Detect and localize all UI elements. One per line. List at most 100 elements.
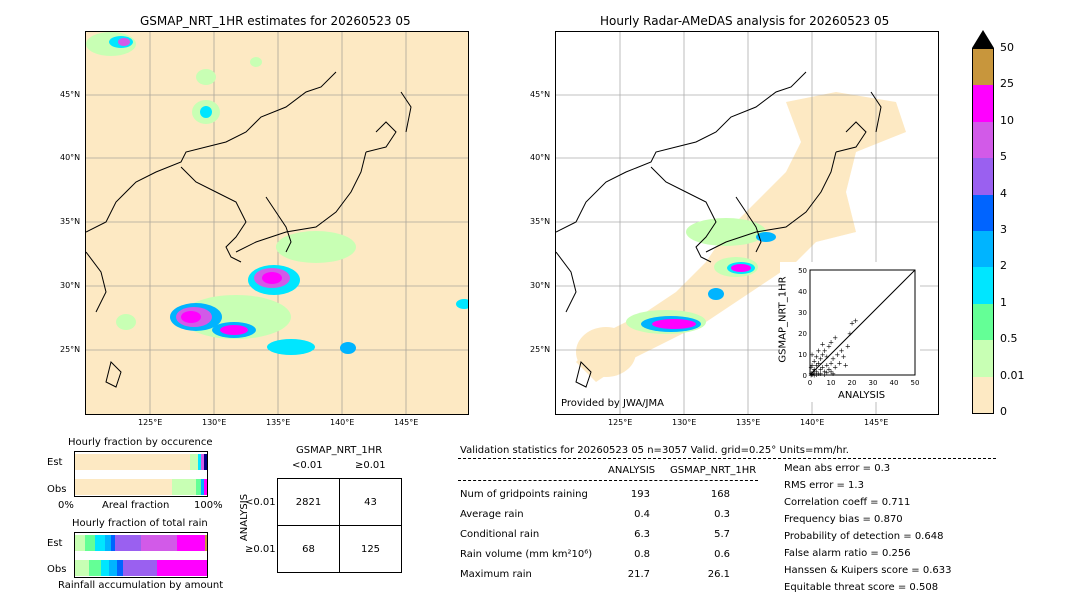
colorbar-label: 50	[1000, 41, 1014, 54]
occurrence-est-bar-mod	[198, 454, 201, 470]
scatter-point: +	[824, 369, 830, 377]
scatter-point: +	[822, 371, 828, 379]
totalrain-est-label: Est	[47, 538, 63, 549]
scatter-point: +	[808, 371, 814, 379]
scatter-xlabel: ANALYSIS	[838, 390, 886, 401]
scatter-xtick: 0	[808, 379, 812, 387]
colorbar-label: 25	[1000, 77, 1014, 91]
scatter-point: +	[847, 330, 853, 338]
scatter-point: +	[811, 372, 817, 380]
colorbar-label: 0	[1000, 405, 1007, 418]
contingency-value-11: 125	[360, 544, 381, 555]
scatter-point: +	[845, 343, 851, 351]
occurrence-xlabel: Areal fraction	[102, 500, 170, 511]
scatter-point: +	[810, 368, 816, 376]
scatter-xtick: 30	[869, 379, 878, 387]
right-map-title: Hourly Radar-AMeDAS analysis for 2026052…	[600, 14, 890, 28]
totalrain-chart	[74, 532, 208, 578]
scatter-point: +	[836, 359, 842, 367]
totalrain-obs-seg-4	[109, 560, 117, 576]
totalrain-obs-seg-1	[75, 560, 89, 576]
validation-row-gsmap-2: 5.7	[714, 529, 730, 540]
scatter-point: +	[815, 370, 821, 378]
validation-row-analysis-1: 0.4	[634, 509, 650, 520]
totalrain-est-seg-3	[95, 535, 105, 551]
scatter-point: +	[824, 353, 830, 361]
scatter-point: +	[811, 366, 817, 374]
validation-row-label-2: Conditional rain	[460, 529, 540, 540]
colorbar	[972, 48, 994, 414]
colorbar-label: 0.5	[1000, 332, 1018, 346]
contingency-cell-01: 43	[339, 478, 402, 526]
occurrence-est-bar-light	[190, 454, 198, 470]
occurrence-title: Hourly fraction by occurence	[68, 437, 213, 448]
colorbar-segment	[973, 340, 993, 378]
scatter-point: +	[839, 347, 845, 355]
scatter-point: +	[826, 343, 832, 351]
scatter-point: +	[849, 320, 855, 328]
totalrain-est-seg-8	[177, 535, 205, 551]
validation-row-gsmap-4: 26.1	[707, 569, 730, 580]
validation-row-gsmap-0: 168	[710, 489, 730, 500]
score-7: Equitable threat score = 0.508	[784, 582, 939, 593]
scatter-point: +	[811, 370, 817, 378]
totalrain-est-seg-7	[141, 535, 177, 551]
score-3: Frequency bias = 0.870	[784, 514, 903, 525]
score-1: RMS error = 1.3	[784, 480, 864, 491]
occurrence-tick-100: 100%	[194, 500, 223, 511]
colorbar-label: 10	[1000, 113, 1014, 127]
scatter-point: +	[822, 368, 828, 376]
occurrence-est-bar-dry	[75, 454, 190, 470]
colorbar-label: 0.01	[1000, 368, 1025, 382]
contingency-row-label-1: ≥0.01	[245, 544, 276, 555]
totalrain-obs-seg-6	[123, 560, 157, 576]
scatter-diagonal	[809, 269, 916, 376]
left-lat-label-45: 45°N	[60, 90, 81, 99]
scatter-point: +	[813, 362, 819, 370]
scatter-point: +	[808, 364, 814, 372]
colorbar-segment	[973, 121, 993, 159]
scatter-ytick: 40	[798, 288, 807, 296]
scatter-xtick: 50	[911, 379, 920, 387]
totalrain-est-seg-9	[205, 535, 207, 551]
colorbar-label: 1	[1000, 295, 1007, 309]
colorbar-segment	[973, 303, 993, 341]
scatter-point: +	[832, 364, 838, 372]
right-lat-label-30: 30°N	[530, 281, 551, 290]
totalrain-obs-seg-5	[117, 560, 123, 576]
scatter-xtick: 20	[848, 379, 857, 387]
totalrain-xlabel: Rainfall accumulation by amount	[58, 580, 224, 591]
scatter-point: +	[820, 364, 826, 372]
scatter-xtick: 10	[827, 379, 836, 387]
occurrence-chart	[74, 451, 208, 497]
colorbar-segment	[973, 231, 993, 268]
left-map	[85, 31, 469, 415]
scatter-point: +	[809, 362, 815, 370]
totalrain-obs-seg-2	[89, 560, 101, 576]
validation-row-gsmap-1: 0.3	[714, 509, 730, 520]
occurrence-est-bar-extreme	[204, 454, 207, 470]
colorbar-segment	[973, 49, 993, 86]
occurrence-tick-0: 0%	[58, 500, 74, 511]
left-lat-label-35: 35°N	[60, 217, 81, 226]
scatter-point: +	[820, 341, 826, 349]
validation-row-analysis-4: 21.7	[627, 569, 650, 580]
validation-row-analysis-2: 6.3	[634, 529, 650, 540]
right-lon-label-145: 145°E	[864, 418, 889, 427]
right-lon-label-135: 135°E	[736, 418, 761, 427]
colorbar-segment	[973, 376, 993, 414]
colorbar-segment	[973, 267, 993, 305]
left-lon-label-135: 135°E	[266, 418, 291, 427]
right-lat-label-40: 40°N	[530, 153, 551, 162]
contingency-col-label-1: ≥0.01	[355, 460, 386, 471]
contingency-col-label-0: <0.01	[292, 460, 323, 471]
colorbar-label: 2	[1000, 259, 1007, 273]
scatter-point: +	[830, 355, 836, 363]
totalrain-title: Hourly fraction of total rain	[72, 518, 208, 529]
scatter-point: +	[841, 353, 847, 361]
score-4: Probability of detection = 0.648	[784, 531, 944, 542]
colorbar-segment	[973, 85, 993, 123]
scatter-point: +	[826, 366, 832, 374]
scatter-point: +	[818, 366, 824, 374]
scatter-point: +	[808, 370, 814, 378]
